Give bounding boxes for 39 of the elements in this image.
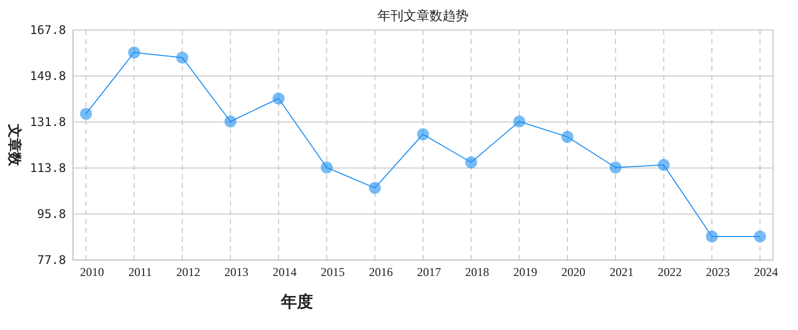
point — [706, 230, 718, 242]
point — [465, 156, 478, 168]
x-tick-label: 2017 — [417, 265, 441, 279]
point — [561, 130, 574, 143]
point — [658, 158, 670, 171]
x-tick-label: 2022 — [658, 265, 682, 279]
y-axis-title: 文章数 — [6, 123, 23, 167]
x-tick-label: 2010 — [80, 265, 104, 279]
point — [80, 108, 92, 120]
y-tick-label: 131.8 — [30, 115, 66, 129]
x-tick-label: 2015 — [320, 265, 345, 279]
point — [320, 161, 333, 174]
y-tick-label: 149.8 — [30, 69, 66, 83]
x-tick-label: 2021 — [610, 265, 634, 279]
x-tick-label: 2011 — [128, 265, 152, 279]
point — [272, 92, 285, 104]
x-tick-label: 2024 — [754, 265, 778, 279]
x-tick-label: 2019 — [513, 265, 538, 279]
x-tick-label: 2012 — [176, 265, 200, 279]
point — [224, 115, 236, 128]
x-tick-label: 2014 — [272, 265, 297, 279]
point — [368, 182, 381, 194]
point — [176, 52, 188, 64]
x-tick-label: 2018 — [465, 265, 490, 279]
point — [128, 46, 140, 58]
y-tick-label: 77.8 — [37, 253, 66, 267]
chart-title: 年刊文章数趋势 — [378, 8, 468, 23]
y-tick-label: 167.8 — [30, 23, 66, 37]
point — [754, 230, 766, 242]
x-axis-title: 年度 — [280, 292, 313, 311]
point — [513, 115, 526, 128]
x-tick-label: 2016 — [368, 265, 393, 279]
y-tick-label: 95.8 — [37, 207, 66, 221]
point — [417, 128, 429, 140]
y-tick-label: 113.8 — [30, 161, 66, 175]
point — [610, 161, 622, 174]
x-tick-label: 2020 — [561, 265, 586, 279]
x-tick-label: 2023 — [706, 265, 730, 279]
x-tick-label: 2013 — [224, 265, 248, 279]
